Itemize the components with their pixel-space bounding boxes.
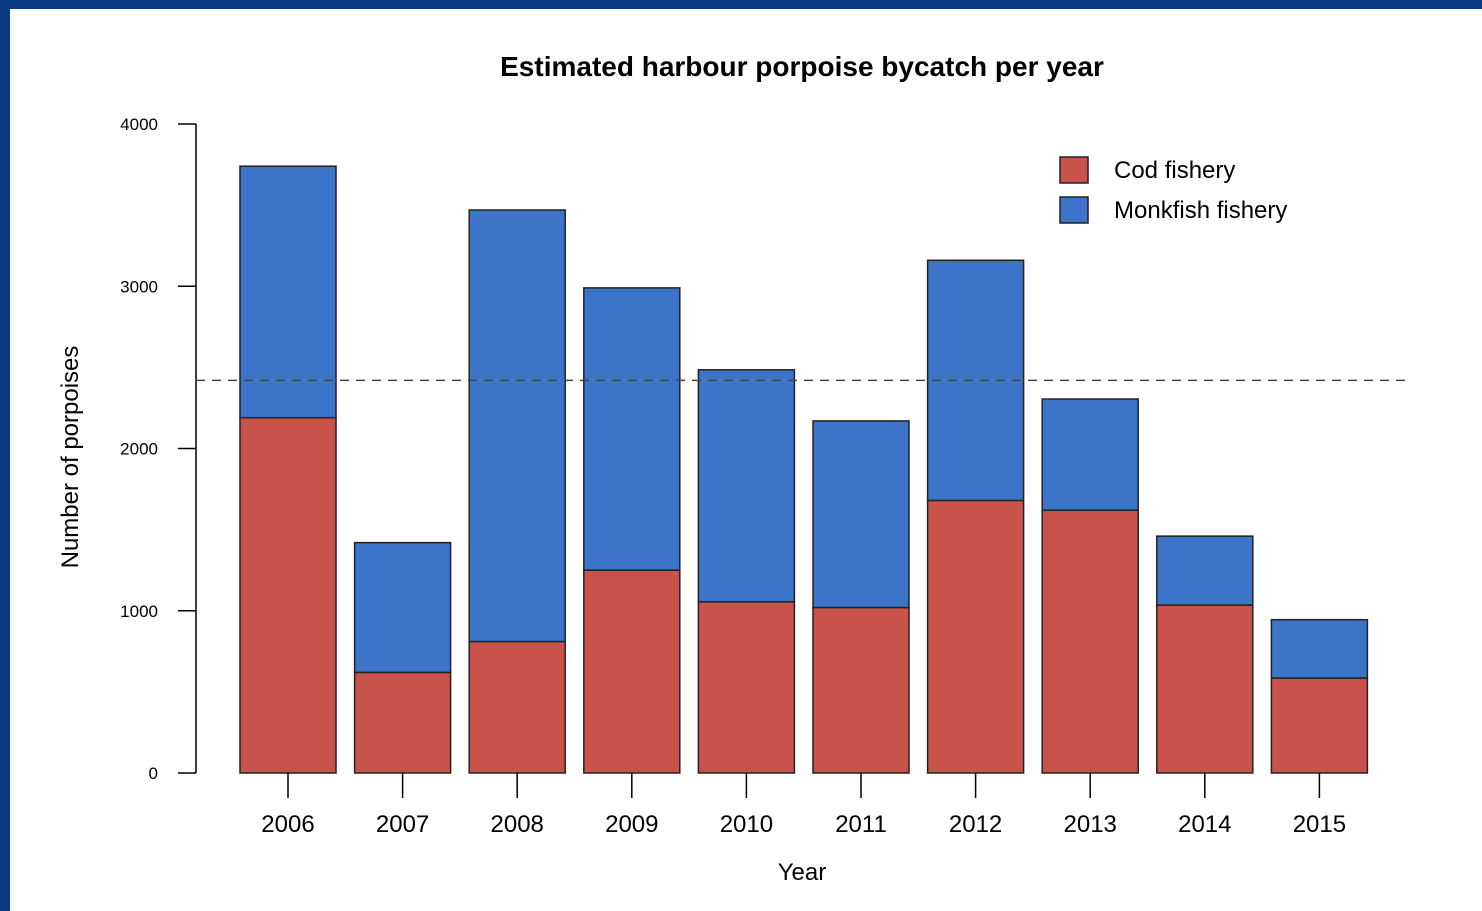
y-tick-label: 1000 (120, 602, 158, 621)
legend-label-monkfish: Monkfish fishery (1114, 197, 1287, 224)
legend-swatch-cod (1059, 156, 1089, 184)
y-tick-label: 3000 (120, 277, 158, 296)
x-tick-label-2011: 2011 (835, 811, 887, 838)
x-tick-label-2007: 2007 (376, 811, 429, 838)
x-tick-label-2010: 2010 (720, 811, 773, 838)
x-tick-label-2009: 2009 (605, 811, 658, 838)
bar-cod-2015 (1270, 677, 1369, 774)
bar-cod-2007 (353, 671, 452, 774)
bar-cod-2009 (583, 569, 681, 774)
legend: Cod fishery Monkfish fishery (1059, 156, 1287, 224)
bycatch-bar-chart: Estimated harbour porpoise bycatch per y… (57, 51, 1410, 886)
bar-cod-2008 (468, 640, 566, 774)
bar-monkfish-2012 (926, 259, 1025, 502)
y-tick-label: 0 (149, 764, 158, 783)
bar-cod-2006 (239, 416, 337, 774)
y-axis-label: Number of porpoises (57, 346, 84, 569)
bar-monkfish-2007 (353, 541, 452, 674)
legend-swatch-monkfish (1059, 196, 1089, 224)
x-tick-label-2015: 2015 (1293, 811, 1346, 838)
bar-cod-2014 (1156, 604, 1254, 774)
chart-frame: Estimated harbour porpoise bycatch per y… (10, 9, 1482, 911)
bars-group (239, 165, 1369, 774)
x-axis: 2006 2007 2008 2009 2010 2011 2012 2013 2014 2015 (261, 773, 1346, 838)
bar-cod-2011 (812, 606, 910, 774)
bar-monkfish-2009 (583, 287, 681, 571)
y-axis: 0 1000 2000 3000 4000 (120, 115, 197, 783)
bar-monkfish-2006 (239, 165, 337, 419)
bar-monkfish-2011 (812, 420, 910, 609)
x-tick-label-2006: 2006 (261, 811, 314, 838)
x-axis-label: Year (778, 859, 827, 886)
x-tick-label-2013: 2013 (1064, 811, 1117, 838)
x-tick-label-2012: 2012 (949, 811, 1002, 838)
bar-monkfish-2008 (468, 209, 566, 643)
bar-cod-2013 (1041, 509, 1139, 774)
bar-cod-2012 (926, 499, 1025, 774)
x-tick-label-2008: 2008 (491, 811, 544, 838)
legend-label-cod: Cod fishery (1114, 157, 1235, 184)
y-tick-label: 4000 (120, 115, 158, 134)
bar-monkfish-2010 (697, 369, 796, 603)
bar-monkfish-2013 (1041, 398, 1139, 511)
x-tick-label-2014: 2014 (1178, 811, 1231, 838)
bar-monkfish-2015 (1270, 618, 1369, 679)
y-tick-label: 2000 (120, 440, 158, 459)
chart-title: Estimated harbour porpoise bycatch per y… (500, 51, 1104, 82)
bar-cod-2010 (697, 601, 796, 774)
bar-monkfish-2014 (1156, 535, 1254, 606)
